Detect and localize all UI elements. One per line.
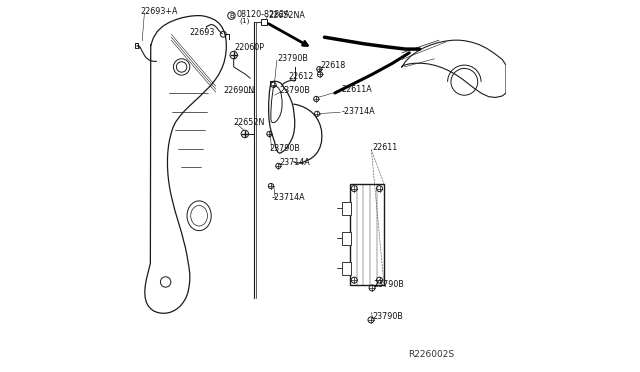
Text: 22652N: 22652N (234, 118, 265, 126)
Text: -23714A: -23714A (271, 193, 305, 202)
Text: 22690N: 22690N (223, 86, 254, 95)
Text: 22618: 22618 (320, 61, 345, 70)
Text: 22060P: 22060P (234, 43, 264, 52)
Bar (349, 184, 384, 285)
Bar (342, 262, 351, 275)
Bar (342, 232, 351, 245)
Text: 08120-8282A: 08120-8282A (236, 10, 290, 19)
Text: 23714A: 23714A (280, 158, 310, 167)
Bar (261, 19, 267, 25)
Bar (342, 202, 351, 215)
Ellipse shape (187, 201, 211, 231)
Text: 23790B: 23790B (372, 312, 403, 321)
Text: 23790B: 23790B (277, 54, 308, 62)
Text: 23790B: 23790B (280, 86, 310, 95)
Text: 22693: 22693 (189, 28, 214, 37)
Text: 22611: 22611 (372, 143, 397, 152)
Text: B: B (229, 13, 234, 19)
Text: R226002S: R226002S (408, 350, 454, 359)
Ellipse shape (191, 205, 207, 226)
Text: 23790B: 23790B (270, 144, 301, 153)
Text: 22652NA: 22652NA (268, 11, 305, 20)
Text: 22612: 22612 (289, 72, 314, 81)
Bar (135, 43, 138, 48)
Text: 22693+A: 22693+A (141, 7, 178, 16)
Text: (1): (1) (239, 17, 250, 24)
Text: 23790B: 23790B (374, 280, 404, 289)
Text: -23714A: -23714A (342, 107, 375, 116)
Text: 22611A: 22611A (342, 85, 372, 94)
